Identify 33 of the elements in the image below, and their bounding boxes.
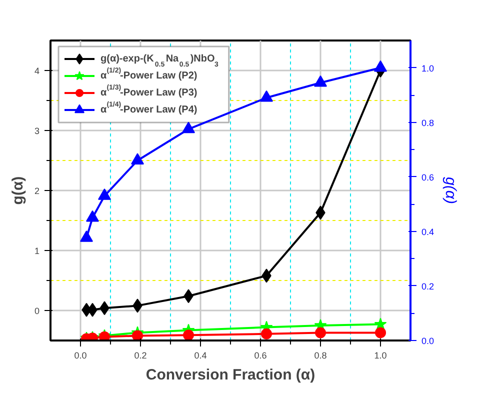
point: [182, 122, 195, 134]
point: [183, 330, 194, 340]
point: [261, 328, 272, 340]
point: [131, 153, 144, 164]
y2-tick-label: 1.0: [422, 63, 434, 74]
y2-tick-label: 0.8: [422, 118, 434, 128]
y-tick-label: 3: [34, 126, 40, 136]
x-tick-label: 0.2: [134, 350, 147, 360]
point: [132, 330, 143, 340]
y2-tick-label: 0.0: [422, 336, 434, 346]
y2-tick-label: 0.6: [422, 172, 434, 182]
y2-tick-label: 0.4: [422, 226, 434, 237]
y2-axis-title: g(α): [442, 177, 460, 204]
y-tick-label: 0: [34, 306, 40, 316]
x-tick-label: 0.6: [254, 350, 267, 360]
x-tick-label: 0.0: [74, 350, 87, 360]
point: [86, 210, 99, 222]
y-tick-label: 2: [34, 186, 40, 196]
y-tick-label: 4: [34, 66, 40, 76]
point: [315, 327, 326, 338]
y2-tick-label: 0.2: [422, 281, 434, 292]
y-tick-label: 1: [34, 246, 40, 256]
x-tick-label: 0.8: [314, 350, 327, 360]
point: [80, 230, 93, 242]
x-tick-label: 0.4: [194, 350, 207, 360]
point: [98, 188, 111, 200]
y-axis-title: g(α): [9, 176, 26, 205]
point: [314, 75, 327, 87]
point: [260, 90, 273, 102]
point: [374, 60, 387, 72]
x-axis-title: Conversion Fraction (α): [146, 366, 316, 384]
point: [375, 327, 386, 338]
x-tick-label: 1.0: [374, 350, 387, 360]
